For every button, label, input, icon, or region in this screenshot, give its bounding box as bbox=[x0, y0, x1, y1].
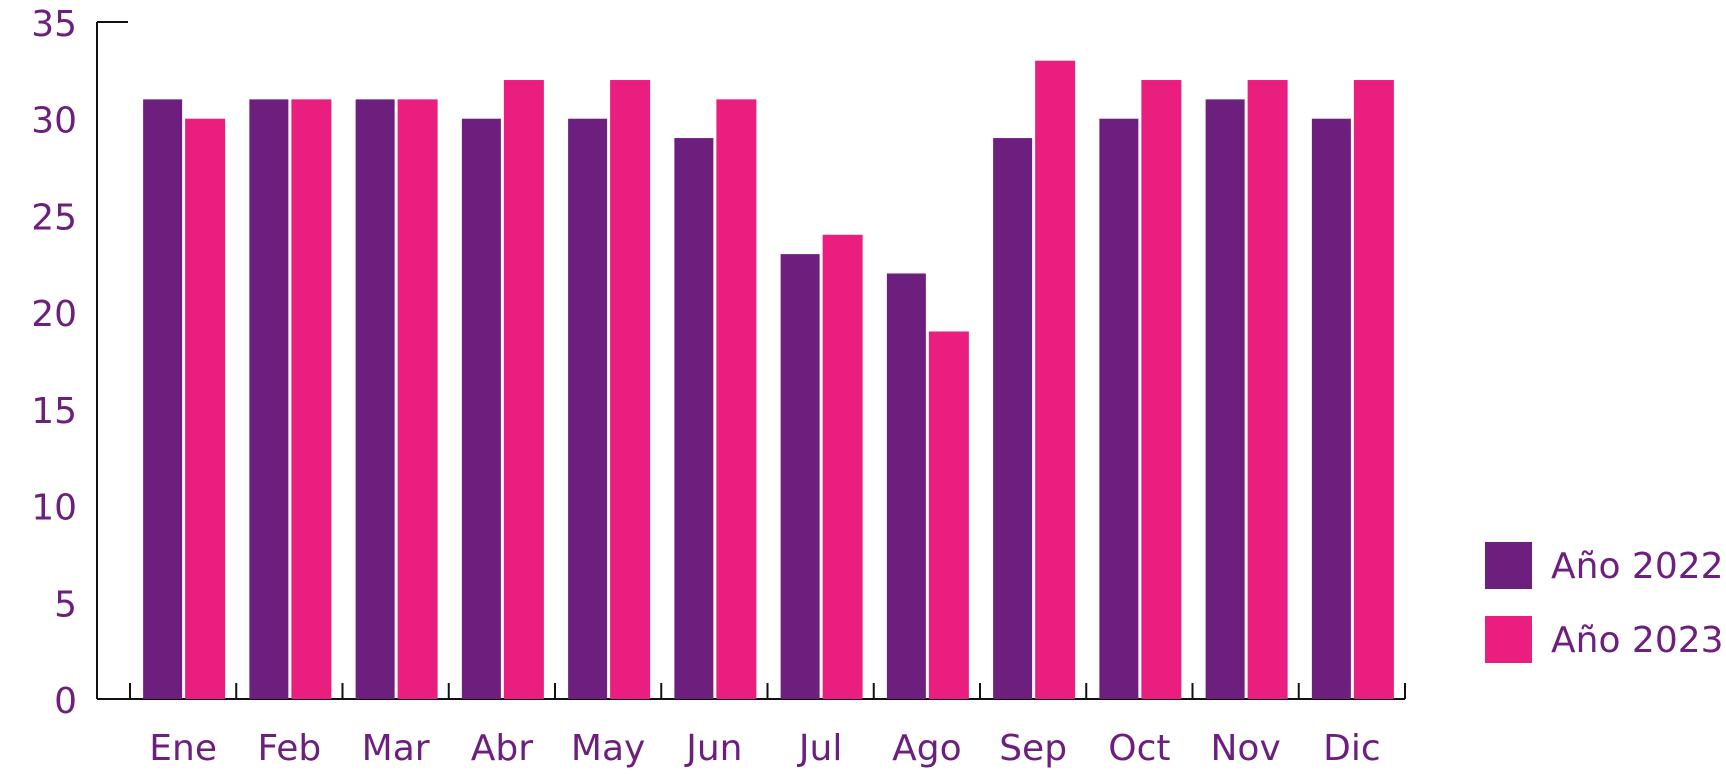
x-tick-label: Oct bbox=[1108, 728, 1170, 769]
bar bbox=[716, 99, 757, 699]
x-tick-label: May bbox=[571, 728, 645, 769]
x-tick-label: Nov bbox=[1210, 728, 1280, 769]
bar bbox=[291, 99, 332, 699]
bar bbox=[780, 254, 820, 699]
legend-swatch bbox=[1485, 616, 1532, 663]
bar bbox=[822, 234, 863, 699]
y-tick-label: 20 bbox=[31, 294, 77, 335]
y-tick-label: 25 bbox=[31, 197, 77, 238]
bar bbox=[1141, 80, 1182, 700]
legend-swatch bbox=[1485, 542, 1532, 589]
legend-label: Año 2023 bbox=[1551, 620, 1724, 661]
x-tick-label: Dic bbox=[1323, 728, 1381, 769]
y-tick-label: 35 bbox=[31, 4, 77, 45]
bar bbox=[1311, 118, 1351, 699]
x-tick-label: Abr bbox=[471, 728, 533, 769]
x-tick-label: Feb bbox=[258, 728, 322, 769]
bar bbox=[1353, 80, 1394, 700]
bar bbox=[185, 118, 226, 699]
bar bbox=[397, 99, 438, 699]
bar bbox=[886, 273, 926, 699]
bar bbox=[674, 138, 714, 700]
y-tick-label: 5 bbox=[54, 584, 77, 625]
bar bbox=[249, 99, 289, 699]
bar bbox=[355, 99, 395, 699]
x-tick-label: Ene bbox=[149, 728, 217, 769]
bar bbox=[143, 99, 183, 699]
bar bbox=[1205, 99, 1245, 699]
x-tick-label: Ago bbox=[892, 728, 962, 769]
x-tick-label: Jul bbox=[797, 728, 842, 769]
bar bbox=[503, 80, 544, 700]
y-tick-label: 10 bbox=[31, 488, 77, 529]
x-tick-label: Sep bbox=[999, 728, 1067, 769]
bar bbox=[1099, 118, 1139, 699]
bar bbox=[610, 80, 651, 700]
y-tick-label: 15 bbox=[31, 391, 77, 432]
bar bbox=[461, 118, 501, 699]
bar bbox=[993, 138, 1033, 700]
bar bbox=[1035, 60, 1076, 699]
y-tick-label: 0 bbox=[54, 681, 77, 722]
legend-label: Año 2022 bbox=[1551, 546, 1724, 587]
bar bbox=[568, 118, 608, 699]
bar bbox=[928, 331, 969, 699]
x-tick-label: Jun bbox=[684, 728, 742, 769]
y-tick-label: 30 bbox=[31, 101, 77, 142]
bar bbox=[1247, 80, 1288, 700]
x-tick-label: Mar bbox=[362, 728, 430, 769]
